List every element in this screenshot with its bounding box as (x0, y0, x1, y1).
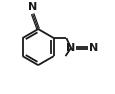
Text: N: N (28, 2, 37, 12)
Text: N: N (66, 43, 75, 53)
Text: N: N (88, 43, 97, 53)
